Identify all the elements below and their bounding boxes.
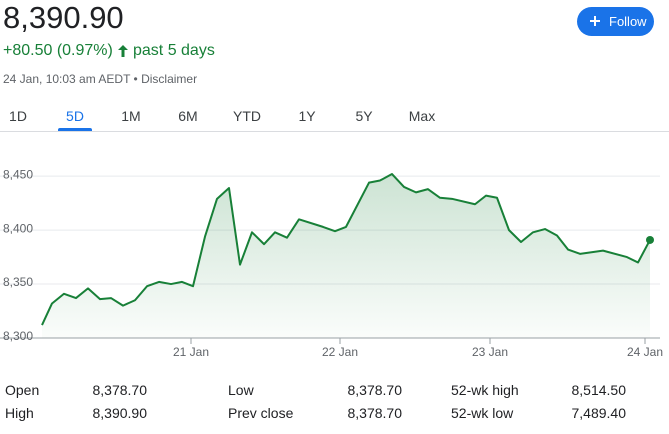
area [42, 174, 650, 338]
y-tick-label: 8,300 [3, 329, 33, 343]
chart: 8,300 8,350 8,400 8,450 21 Jan 22 Jan 23 Jan 24… [0, 167, 663, 359]
up-arrow-icon [118, 45, 128, 57]
price-line [41, 173, 651, 326]
stat-label: Low [228, 382, 254, 398]
follow-button[interactable]: Follow [577, 7, 654, 36]
range-tab[interactable]: 1D [9, 108, 27, 124]
timestamp: 24 Jan, 10:03 am AEDT • [3, 72, 138, 86]
stat-label: High [5, 405, 34, 421]
price-change: +80.50 (0.97%) [3, 42, 113, 59]
price: 8,390.90 [3, 0, 124, 35]
stat-value: 7,489.40 [571, 405, 627, 421]
stat-label: 52-wk high [451, 382, 519, 398]
stat-value: 8,390.90 [92, 405, 148, 421]
range-tab[interactable]: 5D [66, 108, 84, 124]
x-tick-label: 21 Jan [173, 345, 209, 359]
period: past 5 days [133, 42, 215, 59]
range-tab[interactable]: 6M [178, 108, 198, 124]
y-tick-label: 8,350 [3, 275, 33, 289]
stat-value: 8,514.50 [571, 382, 627, 398]
follow-label: Follow [609, 14, 647, 29]
range-tab[interactable]: 1Y [298, 108, 316, 124]
stat-value: 8,378.70 [347, 382, 403, 398]
disclaimer-link[interactable]: Disclaimer [141, 72, 198, 86]
last-point [646, 235, 654, 244]
divider [0, 131, 669, 132]
y-tick-label: 8,400 [3, 221, 33, 235]
plus-icon [590, 16, 600, 26]
range-tab[interactable]: YTD [233, 108, 261, 124]
range-tab[interactable]: Max [408, 108, 436, 124]
timestamp-line: 24 Jan, 10:03 am AEDT • Disclaimer [3, 72, 197, 86]
active-tab-indicator [58, 128, 92, 131]
x-tick-label: 24 Jan [627, 345, 663, 359]
stat-value: 8,378.70 [347, 405, 403, 421]
stat-label: 52-wk low [451, 405, 514, 421]
x-tick-label: 23 Jan [472, 345, 508, 359]
stat-value: 8,378.70 [92, 382, 148, 398]
range-tab[interactable]: 1M [121, 108, 141, 124]
y-tick-label: 8,450 [3, 167, 33, 181]
stat-label: Open [5, 382, 40, 398]
stat-label: Prev close [228, 405, 294, 421]
x-tick-label: 22 Jan [322, 345, 358, 359]
range-tab[interactable]: 5Y [355, 108, 373, 124]
